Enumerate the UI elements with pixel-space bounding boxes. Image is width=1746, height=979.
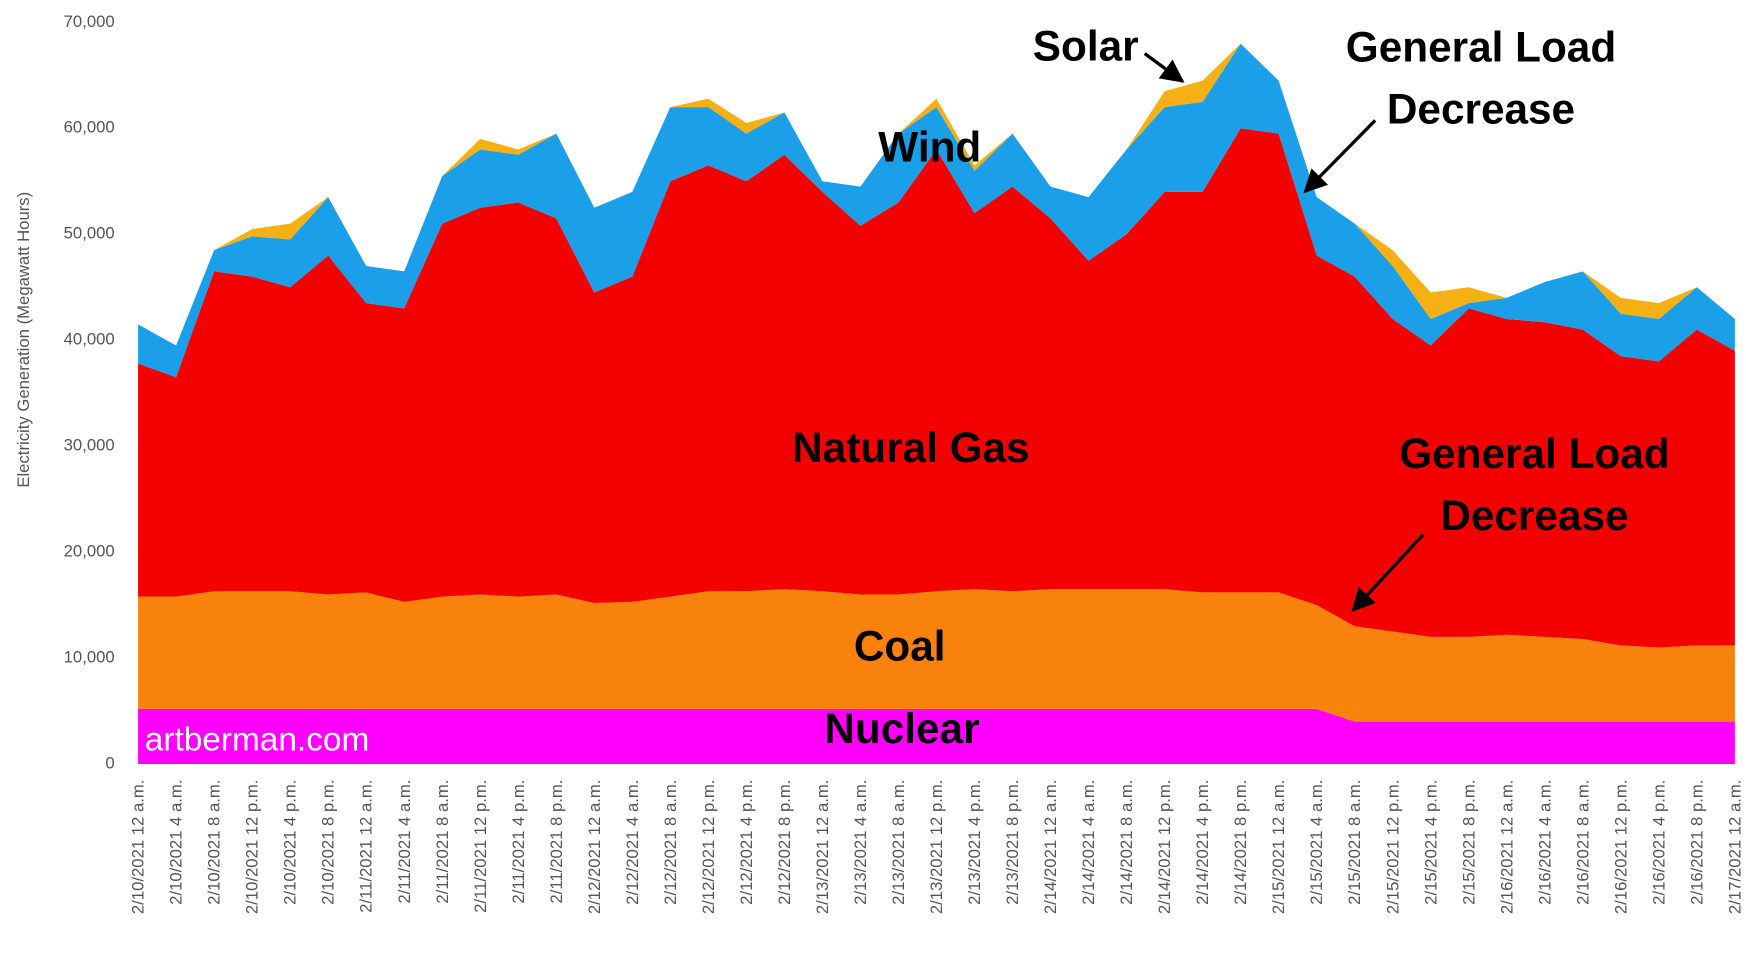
area <box>138 589 1735 722</box>
y-tick-label: 50,000 <box>64 224 115 243</box>
x-tick-label: 2/12/2021 4 p.m. <box>737 780 756 905</box>
areas <box>138 43 1735 764</box>
x-tick-label: 2/15/2021 12 a.m. <box>1269 780 1288 915</box>
x-tick-label: 2/12/2021 4 a.m. <box>623 780 642 905</box>
x-tick-label: 2/16/2021 8 a.m. <box>1573 780 1592 905</box>
y-tick-label: 10,000 <box>64 647 115 666</box>
x-tick-label: 2/11/2021 4 a.m. <box>395 780 414 904</box>
x-tick-label: 2/10/2021 12 p.m. <box>243 780 262 915</box>
x-tick-label: 2/13/2021 4 a.m. <box>851 780 870 905</box>
x-tick-label: 2/12/2021 12 p.m. <box>699 780 718 915</box>
x-tick-label: 2/15/2021 8 p.m. <box>1459 780 1478 905</box>
x-tick-label: 2/16/2021 8 p.m. <box>1687 780 1706 905</box>
labels: Nuclear Coal Natural Gas Wind Solar General L… <box>145 22 1670 759</box>
arrow <box>1303 119 1377 194</box>
annotation-text: General Load Decrease <box>1399 431 1670 541</box>
x-tick-label: 2/14/2021 4 p.m. <box>1193 780 1212 905</box>
x-tick-label: 2/11/2021 8 p.m. <box>547 780 566 904</box>
area <box>138 43 1735 378</box>
x-tick-label: 2/10/2021 4 p.m. <box>281 780 300 905</box>
x-tick-label: 2/11/2021 12 a.m. <box>357 780 376 913</box>
watermark: artberman.com <box>145 722 370 759</box>
series-label: Wind <box>878 124 981 171</box>
arrow <box>1351 533 1425 613</box>
x-tick-label: 2/10/2021 8 p.m. <box>319 780 338 905</box>
x-tick-label: 2/14/2021 4 a.m. <box>1079 780 1098 905</box>
x-tick-label: 2/15/2021 8 a.m. <box>1345 780 1364 905</box>
x-tick-label: 2/13/2021 12 p.m. <box>927 780 946 915</box>
y-tick-label: 20,000 <box>64 542 115 561</box>
annotation: General Load Decrease <box>1345 24 1617 134</box>
x-tick-label: 2/10/2021 12 a.m. <box>129 780 148 915</box>
y-tick-label: 40,000 <box>64 330 115 349</box>
x-tick-label: 2/14/2021 12 p.m. <box>1155 780 1174 915</box>
x-tick-label: 2/16/2021 12 p.m. <box>1611 780 1630 915</box>
x-tick-label: 2/13/2021 4 p.m. <box>965 780 984 905</box>
x-tick-label: 2/14/2021 12 a.m. <box>1041 780 1060 915</box>
area <box>138 43 1735 346</box>
series-label: Nuclear <box>824 705 979 752</box>
x-tick-label: 2/10/2021 4 a.m. <box>167 780 186 905</box>
x-tick-label: 2/15/2021 12 p.m. <box>1383 780 1402 915</box>
series-label: Coal <box>854 622 946 669</box>
x-tick-label: 2/10/2021 8 a.m. <box>205 780 224 905</box>
x-tick-label: 2/13/2021 12 a.m. <box>813 780 832 915</box>
series-label: Natural Gas <box>792 424 1029 471</box>
x-tick-label: 2/11/2021 12 p.m. <box>471 780 490 913</box>
x-tick-label: 2/16/2021 4 a.m. <box>1535 780 1554 905</box>
annotation-text: General Load Decrease <box>1345 24 1617 134</box>
x-tick-label: 2/14/2021 8 p.m. <box>1231 780 1250 905</box>
area <box>138 128 1735 648</box>
x-tick-label: 2/11/2021 4 p.m. <box>509 780 528 904</box>
y-tick-label: 70,000 <box>64 12 115 31</box>
x-tick-label: 2/16/2021 12 a.m. <box>1497 780 1516 915</box>
arrow <box>1143 52 1185 83</box>
x-tick-label: 2/12/2021 12 a.m. <box>585 780 604 915</box>
y-tick-label: 30,000 <box>64 436 115 455</box>
area <box>138 708 1735 764</box>
x-tick-label: 2/16/2021 4 p.m. <box>1649 780 1668 905</box>
y-axis-title: Electricity Generation (Megawatt Hours) <box>14 192 33 488</box>
x-tick-label: 2/12/2021 8 p.m. <box>775 780 794 905</box>
series-label: Solar <box>1033 22 1139 69</box>
x-tick-label: 2/13/2021 8 a.m. <box>889 780 908 905</box>
x-tick-label: 2/15/2021 4 p.m. <box>1421 780 1440 905</box>
annotation: General Load Decrease <box>1399 431 1670 541</box>
x-tick-label: 2/12/2021 8 a.m. <box>661 780 680 905</box>
x-tick-label: 2/11/2021 8 a.m. <box>433 780 452 904</box>
x-tick-label: 2/13/2021 8 p.m. <box>1003 780 1022 905</box>
x-tick-label: 2/17/2021 12 a.m. <box>1725 780 1744 915</box>
y-tick-label: 60,000 <box>64 118 115 137</box>
x-tick-label: 2/15/2021 4 a.m. <box>1307 780 1326 905</box>
y-tick-label: 0 <box>105 753 114 772</box>
x-tick-label: 2/14/2021 8 a.m. <box>1117 780 1136 905</box>
